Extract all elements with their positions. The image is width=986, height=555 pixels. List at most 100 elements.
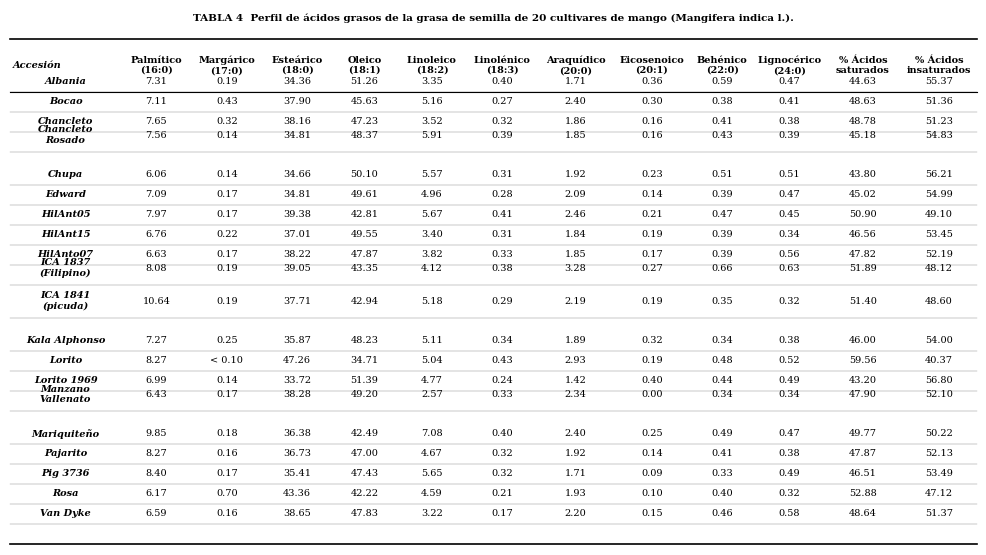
Text: Behénico
(22:0): Behénico (22:0) [696, 56, 746, 75]
Text: 0.40: 0.40 [491, 430, 513, 438]
Text: 2.20: 2.20 [564, 509, 586, 518]
Text: 39.38: 39.38 [283, 210, 311, 219]
Text: Van Dyke: Van Dyke [40, 509, 91, 518]
Text: HilAnto07: HilAnto07 [37, 250, 94, 259]
Text: 0.19: 0.19 [640, 230, 662, 239]
Text: 0.43: 0.43 [711, 130, 733, 140]
Text: 50.10: 50.10 [350, 170, 378, 179]
Text: 34.81: 34.81 [283, 190, 311, 199]
Text: Linoleico
(18:2): Linoleico (18:2) [406, 56, 457, 75]
Text: 47.83: 47.83 [350, 509, 379, 518]
Text: 0.39: 0.39 [778, 130, 800, 140]
Text: 4.59: 4.59 [421, 490, 443, 498]
Text: 0.10: 0.10 [640, 490, 662, 498]
Text: 52.88: 52.88 [848, 490, 876, 498]
Text: 51.23: 51.23 [924, 117, 952, 126]
Text: 8.40: 8.40 [146, 470, 167, 478]
Text: 49.10: 49.10 [924, 210, 952, 219]
Text: 48.60: 48.60 [924, 297, 951, 306]
Text: 49.61: 49.61 [350, 190, 378, 199]
Text: Pajarito: Pajarito [44, 450, 87, 458]
Text: 4.96: 4.96 [421, 190, 443, 199]
Text: 54.99: 54.99 [924, 190, 951, 199]
Text: 0.40: 0.40 [640, 376, 662, 385]
Text: 0.43: 0.43 [216, 97, 238, 106]
Text: 4.12: 4.12 [421, 264, 443, 273]
Text: 47.12: 47.12 [924, 490, 952, 498]
Text: 0.32: 0.32 [491, 450, 513, 458]
Text: 0.14: 0.14 [216, 130, 238, 140]
Text: 0.27: 0.27 [640, 264, 662, 273]
Text: 3.28: 3.28 [564, 264, 586, 273]
Text: 6.99: 6.99 [146, 376, 167, 385]
Text: 0.34: 0.34 [778, 230, 800, 239]
Text: 0.25: 0.25 [216, 336, 238, 345]
Text: 37.71: 37.71 [283, 297, 311, 306]
Text: 0.32: 0.32 [491, 117, 513, 126]
Text: 0.16: 0.16 [216, 509, 238, 518]
Text: 42.22: 42.22 [350, 490, 379, 498]
Text: 46.51: 46.51 [848, 470, 876, 478]
Text: % Ácidos
saturados: % Ácidos saturados [835, 56, 888, 75]
Text: 0.39: 0.39 [711, 230, 733, 239]
Text: 3.52: 3.52 [421, 117, 443, 126]
Text: 0.41: 0.41 [491, 210, 513, 219]
Text: 3.22: 3.22 [421, 509, 443, 518]
Text: 51.36: 51.36 [924, 97, 952, 106]
Text: 0.66: 0.66 [711, 264, 733, 273]
Text: 43.36: 43.36 [283, 490, 311, 498]
Text: Pig 3736: Pig 3736 [41, 470, 90, 478]
Text: 4.77: 4.77 [421, 376, 443, 385]
Text: 0.18: 0.18 [216, 430, 238, 438]
Text: 0.21: 0.21 [491, 490, 513, 498]
Text: 0.34: 0.34 [491, 336, 513, 345]
Text: Kala Alphonso: Kala Alphonso [26, 336, 106, 345]
Text: 43.20: 43.20 [848, 376, 876, 385]
Text: 3.82: 3.82 [421, 250, 443, 259]
Text: Margárico
(17:0): Margárico (17:0) [198, 56, 255, 75]
Text: 0.17: 0.17 [216, 190, 238, 199]
Text: Albania: Albania [44, 77, 87, 86]
Text: 0.41: 0.41 [711, 117, 733, 126]
Text: % Ácidos
insaturados: % Ácidos insaturados [906, 56, 970, 75]
Text: 0.49: 0.49 [711, 430, 733, 438]
Text: Linolénico
(18:3): Linolénico (18:3) [473, 56, 530, 75]
Text: 0.46: 0.46 [711, 509, 733, 518]
Text: 0.33: 0.33 [491, 250, 513, 259]
Text: 44.63: 44.63 [848, 77, 876, 86]
Text: 0.17: 0.17 [216, 250, 238, 259]
Text: 47.00: 47.00 [350, 450, 378, 458]
Text: 0.17: 0.17 [216, 470, 238, 478]
Text: 48.37: 48.37 [350, 130, 379, 140]
Text: 0.32: 0.32 [778, 490, 800, 498]
Text: 0.49: 0.49 [778, 376, 800, 385]
Text: 37.90: 37.90 [283, 97, 311, 106]
Text: 0.19: 0.19 [216, 77, 238, 86]
Text: 0.25: 0.25 [640, 430, 662, 438]
Text: 1.71: 1.71 [564, 470, 586, 478]
Text: 0.38: 0.38 [778, 336, 800, 345]
Text: 0.44: 0.44 [711, 376, 733, 385]
Text: 1.93: 1.93 [564, 490, 586, 498]
Text: 5.16: 5.16 [421, 97, 443, 106]
Text: 7.11: 7.11 [145, 97, 168, 106]
Text: 0.16: 0.16 [640, 130, 662, 140]
Text: Edward: Edward [45, 190, 86, 199]
Text: 0.36: 0.36 [640, 77, 662, 86]
Text: 3.40: 3.40 [421, 230, 443, 239]
Text: 5.67: 5.67 [421, 210, 443, 219]
Text: 48.78: 48.78 [848, 117, 876, 126]
Text: 1.92: 1.92 [564, 170, 586, 179]
Text: 4.67: 4.67 [421, 450, 443, 458]
Text: 38.16: 38.16 [283, 117, 311, 126]
Text: 42.94: 42.94 [350, 297, 379, 306]
Text: 36.38: 36.38 [283, 430, 311, 438]
Text: 0.14: 0.14 [216, 170, 238, 179]
Text: 5.57: 5.57 [421, 170, 443, 179]
Text: 1.92: 1.92 [564, 450, 586, 458]
Text: 35.41: 35.41 [283, 470, 311, 478]
Text: 0.17: 0.17 [640, 250, 662, 259]
Text: 0.47: 0.47 [711, 210, 733, 219]
Text: < 0.10: < 0.10 [210, 356, 243, 365]
Text: 5.91: 5.91 [421, 130, 443, 140]
